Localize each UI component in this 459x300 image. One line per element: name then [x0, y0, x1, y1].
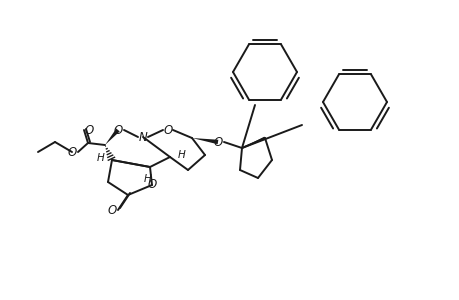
Text: O: O — [107, 203, 117, 217]
Text: O: O — [163, 124, 172, 136]
Text: O: O — [213, 136, 222, 148]
Text: O: O — [84, 124, 94, 136]
Text: N: N — [138, 130, 147, 143]
Text: H: H — [144, 174, 151, 184]
Text: H: H — [178, 150, 185, 160]
Polygon shape — [241, 136, 265, 148]
Text: O: O — [67, 146, 77, 158]
Text: H: H — [96, 153, 104, 163]
Text: O: O — [147, 178, 156, 191]
Polygon shape — [191, 138, 218, 144]
Text: O: O — [113, 124, 123, 136]
Polygon shape — [105, 128, 119, 145]
